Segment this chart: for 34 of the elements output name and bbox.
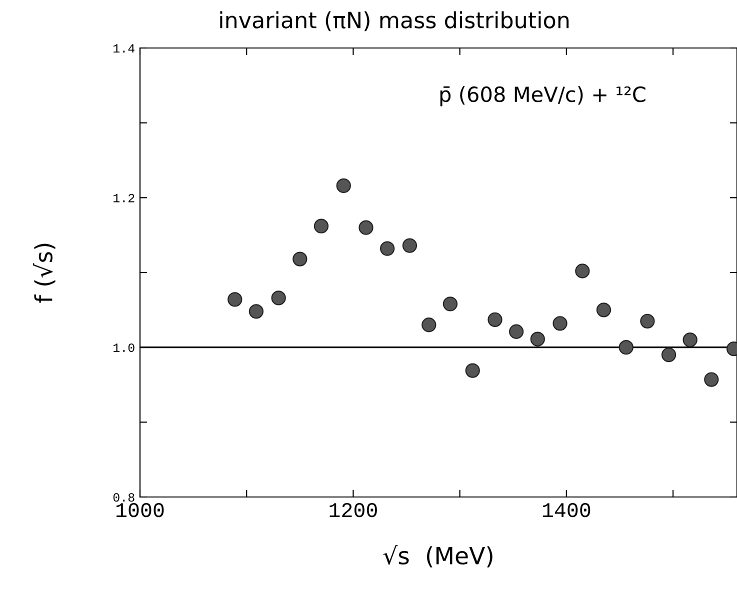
point — [248, 304, 264, 319]
point — [292, 252, 308, 266]
point — [228, 292, 242, 307]
point — [596, 302, 612, 318]
y-tick-label: 1.4 — [114, 44, 135, 53]
point — [488, 312, 502, 327]
point — [380, 241, 395, 256]
point — [442, 296, 458, 312]
chart-title: invariant (πN) mass distribution — [220, 11, 569, 32]
point — [358, 220, 374, 235]
x-tick-label: 1400 — [542, 503, 590, 518]
point — [640, 314, 655, 328]
point — [682, 332, 698, 348]
point — [336, 178, 351, 194]
point — [509, 324, 524, 339]
x-tick-label: 1200 — [330, 503, 377, 518]
annotation: p̄ (608 MeV/c) + ¹²C — [440, 86, 646, 106]
point — [422, 318, 436, 332]
y-tick-label: 1.0 — [114, 344, 134, 352]
point — [618, 340, 634, 355]
point — [314, 218, 329, 234]
point — [465, 363, 480, 378]
y-axis-title: f (√s) — [33, 244, 56, 303]
point — [661, 347, 676, 362]
y-tick-label: 1.2 — [114, 194, 134, 202]
x-axis-title: √s (MeV) — [383, 545, 492, 568]
point — [271, 290, 286, 306]
point — [402, 238, 418, 253]
point — [530, 332, 545, 346]
point — [704, 372, 719, 387]
point — [575, 264, 590, 278]
x-tick-label: 1000 — [116, 503, 164, 518]
y-tick-label: 0.8 — [113, 493, 134, 502]
point — [552, 316, 568, 331]
